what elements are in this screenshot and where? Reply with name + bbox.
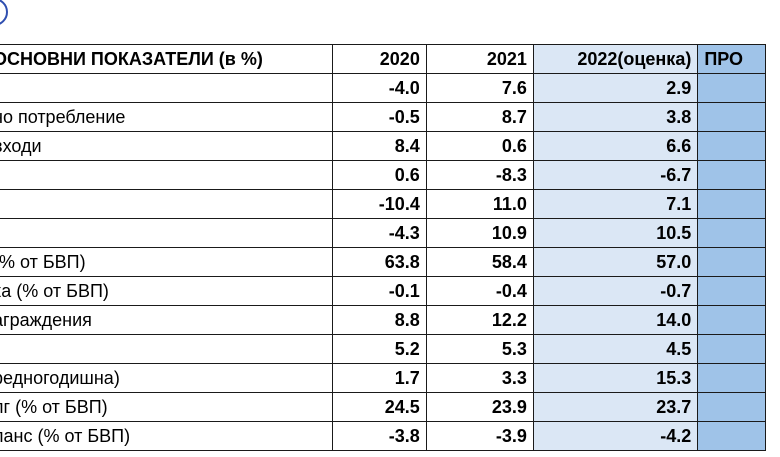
value-projection (697, 218, 766, 248)
value-2022-estimate: 23.7 (532, 392, 699, 422)
value-2020: 63.8 (331, 247, 427, 277)
value-projection (697, 392, 766, 422)
header-projection: ПРО (697, 44, 766, 74)
table-row: ка (% от БВП) -0.1 -0.4 -0.7 (0, 276, 766, 306)
value-2022-estimate: -0.7 (532, 276, 699, 306)
table-row: -4.3 10.9 10.5 (0, 218, 766, 248)
row-label: но потребление (0, 102, 333, 132)
table-row: (% от БВП) 63.8 58.4 57.0 (0, 247, 766, 277)
value-2020: -4.3 (331, 218, 427, 248)
header-2022-estimate: 2022(оценка) (532, 44, 699, 74)
table-row: входи8.40.66.6 (0, 131, 766, 161)
value-projection (697, 189, 766, 219)
row-label (0, 334, 333, 364)
value-2021: -3.9 (425, 421, 534, 451)
value-2021: 3.3 (425, 363, 534, 393)
value-projection (697, 160, 766, 190)
value-2020: 5.2 (331, 334, 427, 364)
table-row: редногодишна) 1.7 3.3 15.3 (0, 363, 766, 393)
value-2022-estimate: 3.8 (532, 102, 699, 132)
table-row: ланс (% от БВП) -3.8 -3.9 -4.2 (0, 421, 766, 451)
row-label (0, 218, 333, 248)
value-2022-estimate: 57.0 (532, 247, 699, 277)
row-label: редногодишна) (0, 363, 333, 393)
value-2022-estimate: 2.9 (532, 73, 699, 103)
header-2021: 2021 (425, 44, 534, 74)
value-2022-estimate: 7.1 (532, 189, 699, 219)
value-projection (697, 131, 766, 161)
value-2021: 5.3 (425, 334, 534, 364)
value-projection (697, 363, 766, 393)
table-row: -10.4 11.0 7.1 (0, 189, 766, 219)
table-row: 0.6 -8.3 -6.7 (0, 160, 766, 190)
value-2020: -4.0 (331, 73, 427, 103)
header-indicators: ОСНОВНИ ПОКАЗАТЕЛИ (в %) (0, 44, 333, 74)
row-label (0, 189, 333, 219)
indicators-table: ОСНОВНИ ПОКАЗАТЕЛИ (в %) 2020 2021 2022(… (0, 44, 766, 451)
value-2021: 0.6 (425, 131, 534, 161)
table-row: аграждения 8.8 12.2 14.0 (0, 305, 766, 335)
value-2021: 8.7 (425, 102, 534, 132)
circle-marker-icon (0, 0, 8, 26)
row-label: (% от БВП) (0, 247, 333, 277)
row-label: входи (0, 131, 333, 161)
value-2022-estimate: -4.2 (532, 421, 699, 451)
row-label: лг (% от БВП) (0, 392, 333, 422)
value-2020: 8.4 (331, 131, 427, 161)
value-2021: 10.9 (425, 218, 534, 248)
value-2020: -10.4 (331, 189, 427, 219)
value-2021: 12.2 (425, 305, 534, 335)
value-2020: 24.5 (331, 392, 427, 422)
value-projection (697, 102, 766, 132)
value-2021: -0.4 (425, 276, 534, 306)
table-row: -4.0 7.6 2.9 (0, 73, 766, 103)
value-2020: -0.1 (331, 276, 427, 306)
value-2020: -3.8 (331, 421, 427, 451)
value-projection (697, 334, 766, 364)
header-2020: 2020 (331, 44, 427, 74)
value-projection (697, 73, 766, 103)
row-label: ка (% от БВП) (0, 276, 333, 306)
value-projection (697, 421, 766, 451)
value-2021: 11.0 (425, 189, 534, 219)
value-2020: -0.5 (331, 102, 427, 132)
row-label (0, 160, 333, 190)
value-2022-estimate: 10.5 (532, 218, 699, 248)
value-projection (697, 247, 766, 277)
value-2020: 1.7 (331, 363, 427, 393)
value-2020: 0.6 (331, 160, 427, 190)
value-2020: 8.8 (331, 305, 427, 335)
table-row: но потребление -0.5 8.7 3.8 (0, 102, 766, 132)
value-2021: 7.6 (425, 73, 534, 103)
value-2021: 23.9 (425, 392, 534, 422)
value-2022-estimate: 14.0 (532, 305, 699, 335)
row-label: аграждения (0, 305, 333, 335)
table-row: лг (% от БВП) 24.5 23.9 23.7 (0, 392, 766, 422)
value-projection (697, 305, 766, 335)
value-2022-estimate: -6.7 (532, 160, 699, 190)
value-2021: 58.4 (425, 247, 534, 277)
value-2022-estimate: 15.3 (532, 363, 699, 393)
table-row: 5.2 5.3 4.5 (0, 334, 766, 364)
value-2022-estimate: 6.6 (532, 131, 699, 161)
value-2021: -8.3 (425, 160, 534, 190)
row-label: ланс (% от БВП) (0, 421, 333, 451)
value-projection (697, 276, 766, 306)
value-2022-estimate: 4.5 (532, 334, 699, 364)
header-row: ОСНОВНИ ПОКАЗАТЕЛИ (в %) 2020 2021 2022(… (0, 44, 766, 74)
row-label (0, 73, 333, 103)
